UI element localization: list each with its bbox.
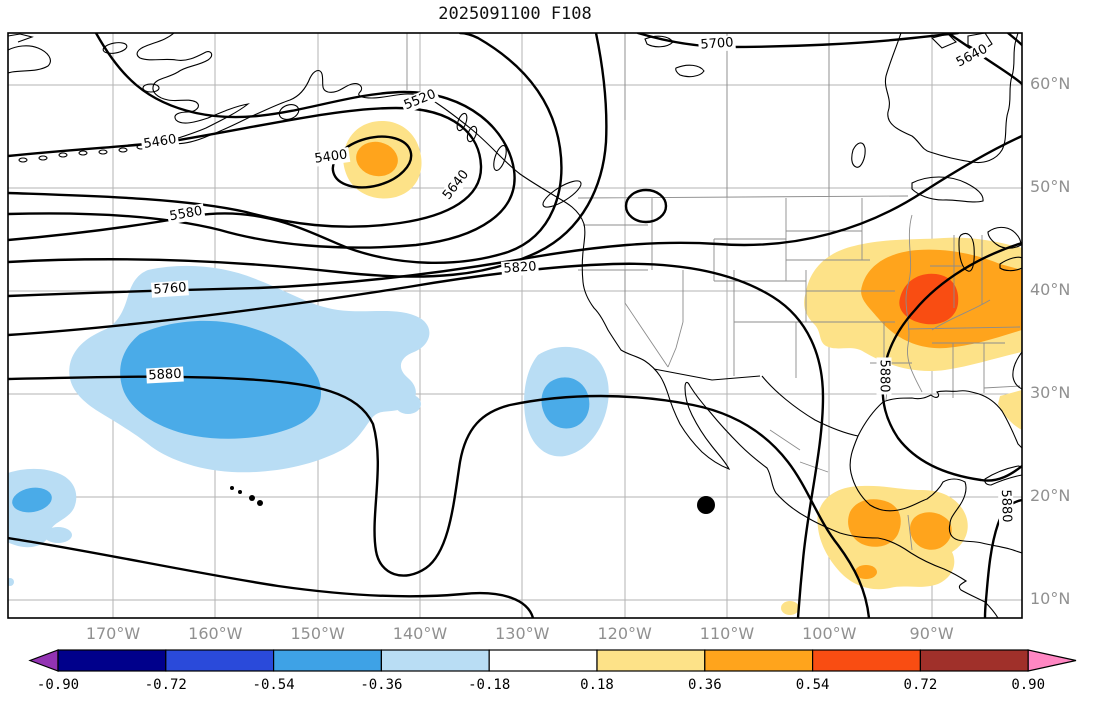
lon-tick-label: 120°W — [597, 624, 652, 643]
colorbar-segment — [380, 649, 490, 672]
colorbar-segment — [811, 649, 921, 672]
colorbar — [28, 649, 1077, 672]
contour-label: 5880 — [876, 357, 892, 395]
colorbar-tick-label: -0.90 — [36, 677, 80, 693]
colorbar-over-arrow — [1027, 649, 1077, 672]
lon-tick-label: 150°W — [290, 624, 345, 643]
lon-tick-label: 140°W — [392, 624, 448, 643]
figure-title: 2025091100 F108 — [438, 4, 592, 24]
colorbar-segment — [57, 649, 167, 672]
contour-label: 5700 — [697, 35, 737, 53]
colorbar-tick-label: -0.36 — [360, 677, 403, 693]
lon-tick-label: 130°W — [495, 624, 550, 643]
colorbar-segment — [596, 649, 706, 672]
lon-tick-label: 110°W — [699, 624, 755, 643]
lon-tick-label: 90°W — [909, 624, 954, 643]
lat-tick-label: 40°N — [1030, 280, 1071, 299]
map-frame — [7, 32, 1023, 619]
colorbar-segment — [273, 649, 383, 672]
lat-tick-label: 60°N — [1030, 74, 1071, 93]
colorbar-under-arrow — [28, 649, 59, 672]
colorbar-segment — [919, 649, 1029, 672]
colorbar-segment — [704, 649, 814, 672]
colorbar-tick-label: -0.72 — [144, 677, 187, 693]
colorbar-tick-label: -0.54 — [252, 677, 295, 693]
lat-tick-label: 30°N — [1030, 383, 1071, 402]
contour-label: 5820 — [500, 259, 540, 277]
contour-label: 5760 — [150, 280, 190, 298]
anomaly-shading — [8, 120, 1022, 615]
lon-tick-label: 160°W — [188, 624, 243, 643]
hawaii-islands — [230, 486, 263, 506]
contour-label: 5880 — [997, 487, 1015, 525]
colorbar-segment — [165, 649, 275, 672]
state-borders — [406, 33, 1021, 551]
lat-tick-label: 20°N — [1030, 486, 1071, 505]
colorbar-segment — [488, 649, 598, 672]
storm-marker-dot — [697, 496, 715, 514]
lon-tick-label: 100°W — [802, 624, 857, 643]
lat-tick-label: 50°N — [1030, 177, 1071, 196]
lon-tick-label: 170°W — [85, 624, 141, 643]
colorbar-tick-label: 0.18 — [580, 677, 614, 693]
contour-label: 5880 — [146, 366, 184, 384]
lat-tick-label: 10°N — [1030, 589, 1071, 608]
colorbar-tick-label: 0.90 — [1011, 677, 1046, 693]
colorbar-tick-label: 0.72 — [903, 677, 938, 693]
colorbar-tick-label: 0.36 — [687, 677, 722, 693]
colorbar-tick-label: 0.54 — [795, 677, 830, 693]
colorbar-tick-label: -0.18 — [468, 677, 511, 693]
